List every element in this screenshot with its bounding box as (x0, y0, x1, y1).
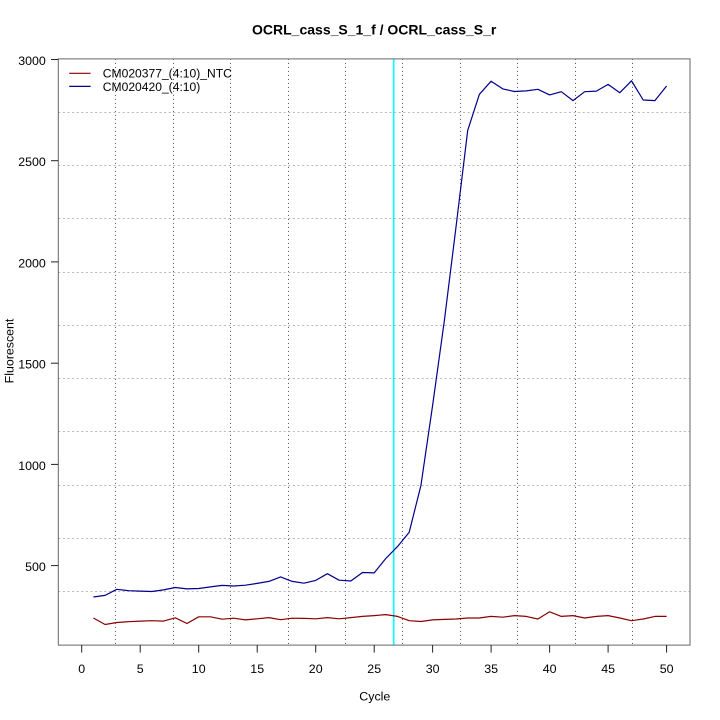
svg-text:50: 50 (660, 662, 674, 676)
svg-text:OCRL_cass_S_1_f / OCRL_cass_S_: OCRL_cass_S_1_f / OCRL_cass_S_r (252, 22, 497, 38)
svg-text:Cycle: Cycle (359, 689, 390, 703)
svg-text:CM020420_(4:10): CM020420_(4:10) (103, 80, 200, 94)
svg-text:15: 15 (250, 662, 264, 676)
svg-text:2000: 2000 (18, 256, 46, 270)
svg-text:10: 10 (192, 662, 206, 676)
svg-text:3000: 3000 (18, 54, 46, 68)
svg-text:0: 0 (78, 662, 85, 676)
svg-text:25: 25 (367, 662, 381, 676)
svg-text:CM020377_(4:10)_NTC: CM020377_(4:10)_NTC (103, 67, 232, 81)
svg-text:40: 40 (543, 662, 557, 676)
svg-text:500: 500 (25, 560, 46, 574)
svg-text:35: 35 (484, 662, 498, 676)
svg-text:45: 45 (601, 662, 615, 676)
svg-text:20: 20 (309, 662, 323, 676)
svg-text:2500: 2500 (18, 155, 46, 169)
svg-text:30: 30 (426, 662, 440, 676)
svg-text:1500: 1500 (18, 358, 46, 372)
svg-text:Fluorescent: Fluorescent (3, 318, 17, 383)
svg-text:5: 5 (137, 662, 144, 676)
svg-text:1000: 1000 (18, 459, 46, 473)
